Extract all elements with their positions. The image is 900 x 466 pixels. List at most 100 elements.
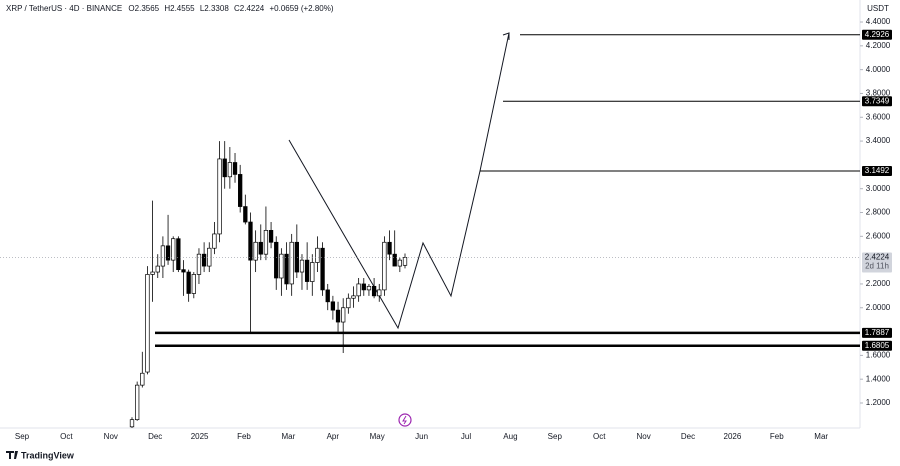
candle bbox=[310, 254, 315, 296]
level-label: 1.6805 bbox=[865, 341, 890, 350]
symbol-title: XRP / TetherUS · 4D · BINANCE bbox=[6, 4, 122, 13]
candle-body bbox=[171, 238, 176, 261]
candle bbox=[140, 351, 145, 388]
candle bbox=[335, 301, 341, 332]
candle-body bbox=[371, 285, 377, 297]
level-label: 3.1492 bbox=[865, 166, 890, 175]
y-tick-label: 3.0000 bbox=[866, 184, 891, 193]
candle-body bbox=[392, 253, 397, 267]
y-tick-label: 3.4000 bbox=[866, 136, 891, 145]
candle bbox=[294, 224, 299, 278]
y-tick-label: 2.6000 bbox=[866, 231, 891, 240]
event-icon[interactable] bbox=[398, 413, 412, 427]
candle-body bbox=[145, 274, 150, 373]
candle bbox=[238, 164, 243, 213]
candle bbox=[129, 417, 135, 428]
candle bbox=[356, 277, 361, 302]
level-tag bbox=[862, 165, 892, 176]
x-tick-label: Dec bbox=[681, 432, 695, 441]
candle bbox=[222, 141, 227, 189]
candle-body bbox=[186, 271, 191, 294]
candle-body bbox=[330, 301, 336, 311]
candle-body bbox=[274, 241, 279, 279]
candle-body bbox=[176, 238, 181, 271]
forecast-arrowhead bbox=[502, 32, 510, 40]
candle bbox=[284, 242, 289, 290]
ohlc-high: H2.4555 bbox=[164, 4, 195, 13]
candle-body bbox=[243, 206, 248, 223]
candle bbox=[207, 242, 212, 273]
level-label: 3.7349 bbox=[865, 96, 890, 105]
candle-body bbox=[263, 230, 269, 255]
currency-label: USDT bbox=[867, 4, 889, 13]
candle-body bbox=[387, 241, 392, 255]
x-tick-label: Mar bbox=[814, 432, 828, 441]
event-circle[interactable] bbox=[398, 413, 412, 427]
candle bbox=[330, 295, 336, 320]
candle-body bbox=[160, 245, 166, 267]
candle-body bbox=[335, 309, 341, 323]
candle bbox=[135, 381, 140, 421]
candle bbox=[315, 236, 320, 273]
candle bbox=[279, 248, 284, 296]
ohlc-low: L2.3308 bbox=[200, 4, 229, 13]
candle bbox=[268, 222, 274, 249]
x-tick-label: Mar bbox=[282, 432, 296, 441]
candle-body bbox=[377, 289, 382, 297]
candle-body bbox=[268, 230, 274, 243]
candle-body bbox=[289, 241, 294, 285]
candle-body bbox=[341, 307, 346, 323]
x-tick-label: Apr bbox=[327, 432, 340, 441]
x-tick-label: Jun bbox=[415, 432, 428, 441]
brand-logo bbox=[6, 451, 18, 459]
candle bbox=[248, 212, 253, 334]
y-tick-label: 2.0000 bbox=[866, 303, 891, 312]
candle-body bbox=[129, 419, 135, 428]
event-bolt bbox=[402, 415, 407, 425]
candle-body bbox=[155, 265, 160, 273]
candle bbox=[165, 214, 171, 265]
candle bbox=[392, 230, 397, 267]
candle-body bbox=[310, 262, 315, 282]
x-tick-label: Aug bbox=[503, 432, 517, 441]
candle-body bbox=[284, 253, 289, 285]
candle bbox=[155, 254, 160, 278]
y-tick-label: 3.6000 bbox=[866, 112, 891, 121]
candle-body bbox=[320, 247, 325, 291]
x-tick-label: Feb bbox=[237, 432, 251, 441]
candle-body bbox=[222, 158, 227, 178]
candle-body bbox=[232, 162, 238, 175]
candle bbox=[289, 233, 294, 296]
x-tick-label: 2025 bbox=[191, 432, 209, 441]
candle-body bbox=[361, 283, 366, 291]
candle bbox=[387, 230, 392, 261]
x-tick-label: Nov bbox=[636, 432, 650, 441]
candle bbox=[299, 254, 305, 290]
candle-body bbox=[212, 233, 217, 249]
x-tick-label: Oct bbox=[60, 432, 73, 441]
y-tick-label: 1.6000 bbox=[866, 350, 891, 359]
candle-body bbox=[248, 221, 253, 261]
candle bbox=[145, 266, 150, 375]
candle-body bbox=[238, 174, 243, 207]
candle-body bbox=[253, 241, 258, 261]
candle bbox=[196, 248, 202, 284]
x-tick-label: Jul bbox=[461, 432, 471, 441]
candle bbox=[191, 272, 196, 299]
x-tick-label: 2026 bbox=[724, 432, 742, 441]
x-tick-label: May bbox=[370, 432, 385, 441]
candle bbox=[181, 260, 186, 296]
x-tick-label: Sep bbox=[15, 432, 30, 441]
candle-body bbox=[258, 241, 263, 255]
candle-body bbox=[366, 285, 372, 291]
candle-body bbox=[217, 158, 222, 235]
candle-body bbox=[227, 162, 233, 178]
candle bbox=[304, 242, 310, 290]
x-tick-label: Dec bbox=[148, 432, 162, 441]
y-tick-label: 2.8000 bbox=[866, 208, 891, 217]
y-tick-label: 4.0000 bbox=[866, 65, 891, 74]
candle-body bbox=[165, 245, 171, 261]
ohlc-open: O2.3565 bbox=[128, 4, 159, 13]
y-tick-label: 2.2000 bbox=[866, 279, 891, 288]
